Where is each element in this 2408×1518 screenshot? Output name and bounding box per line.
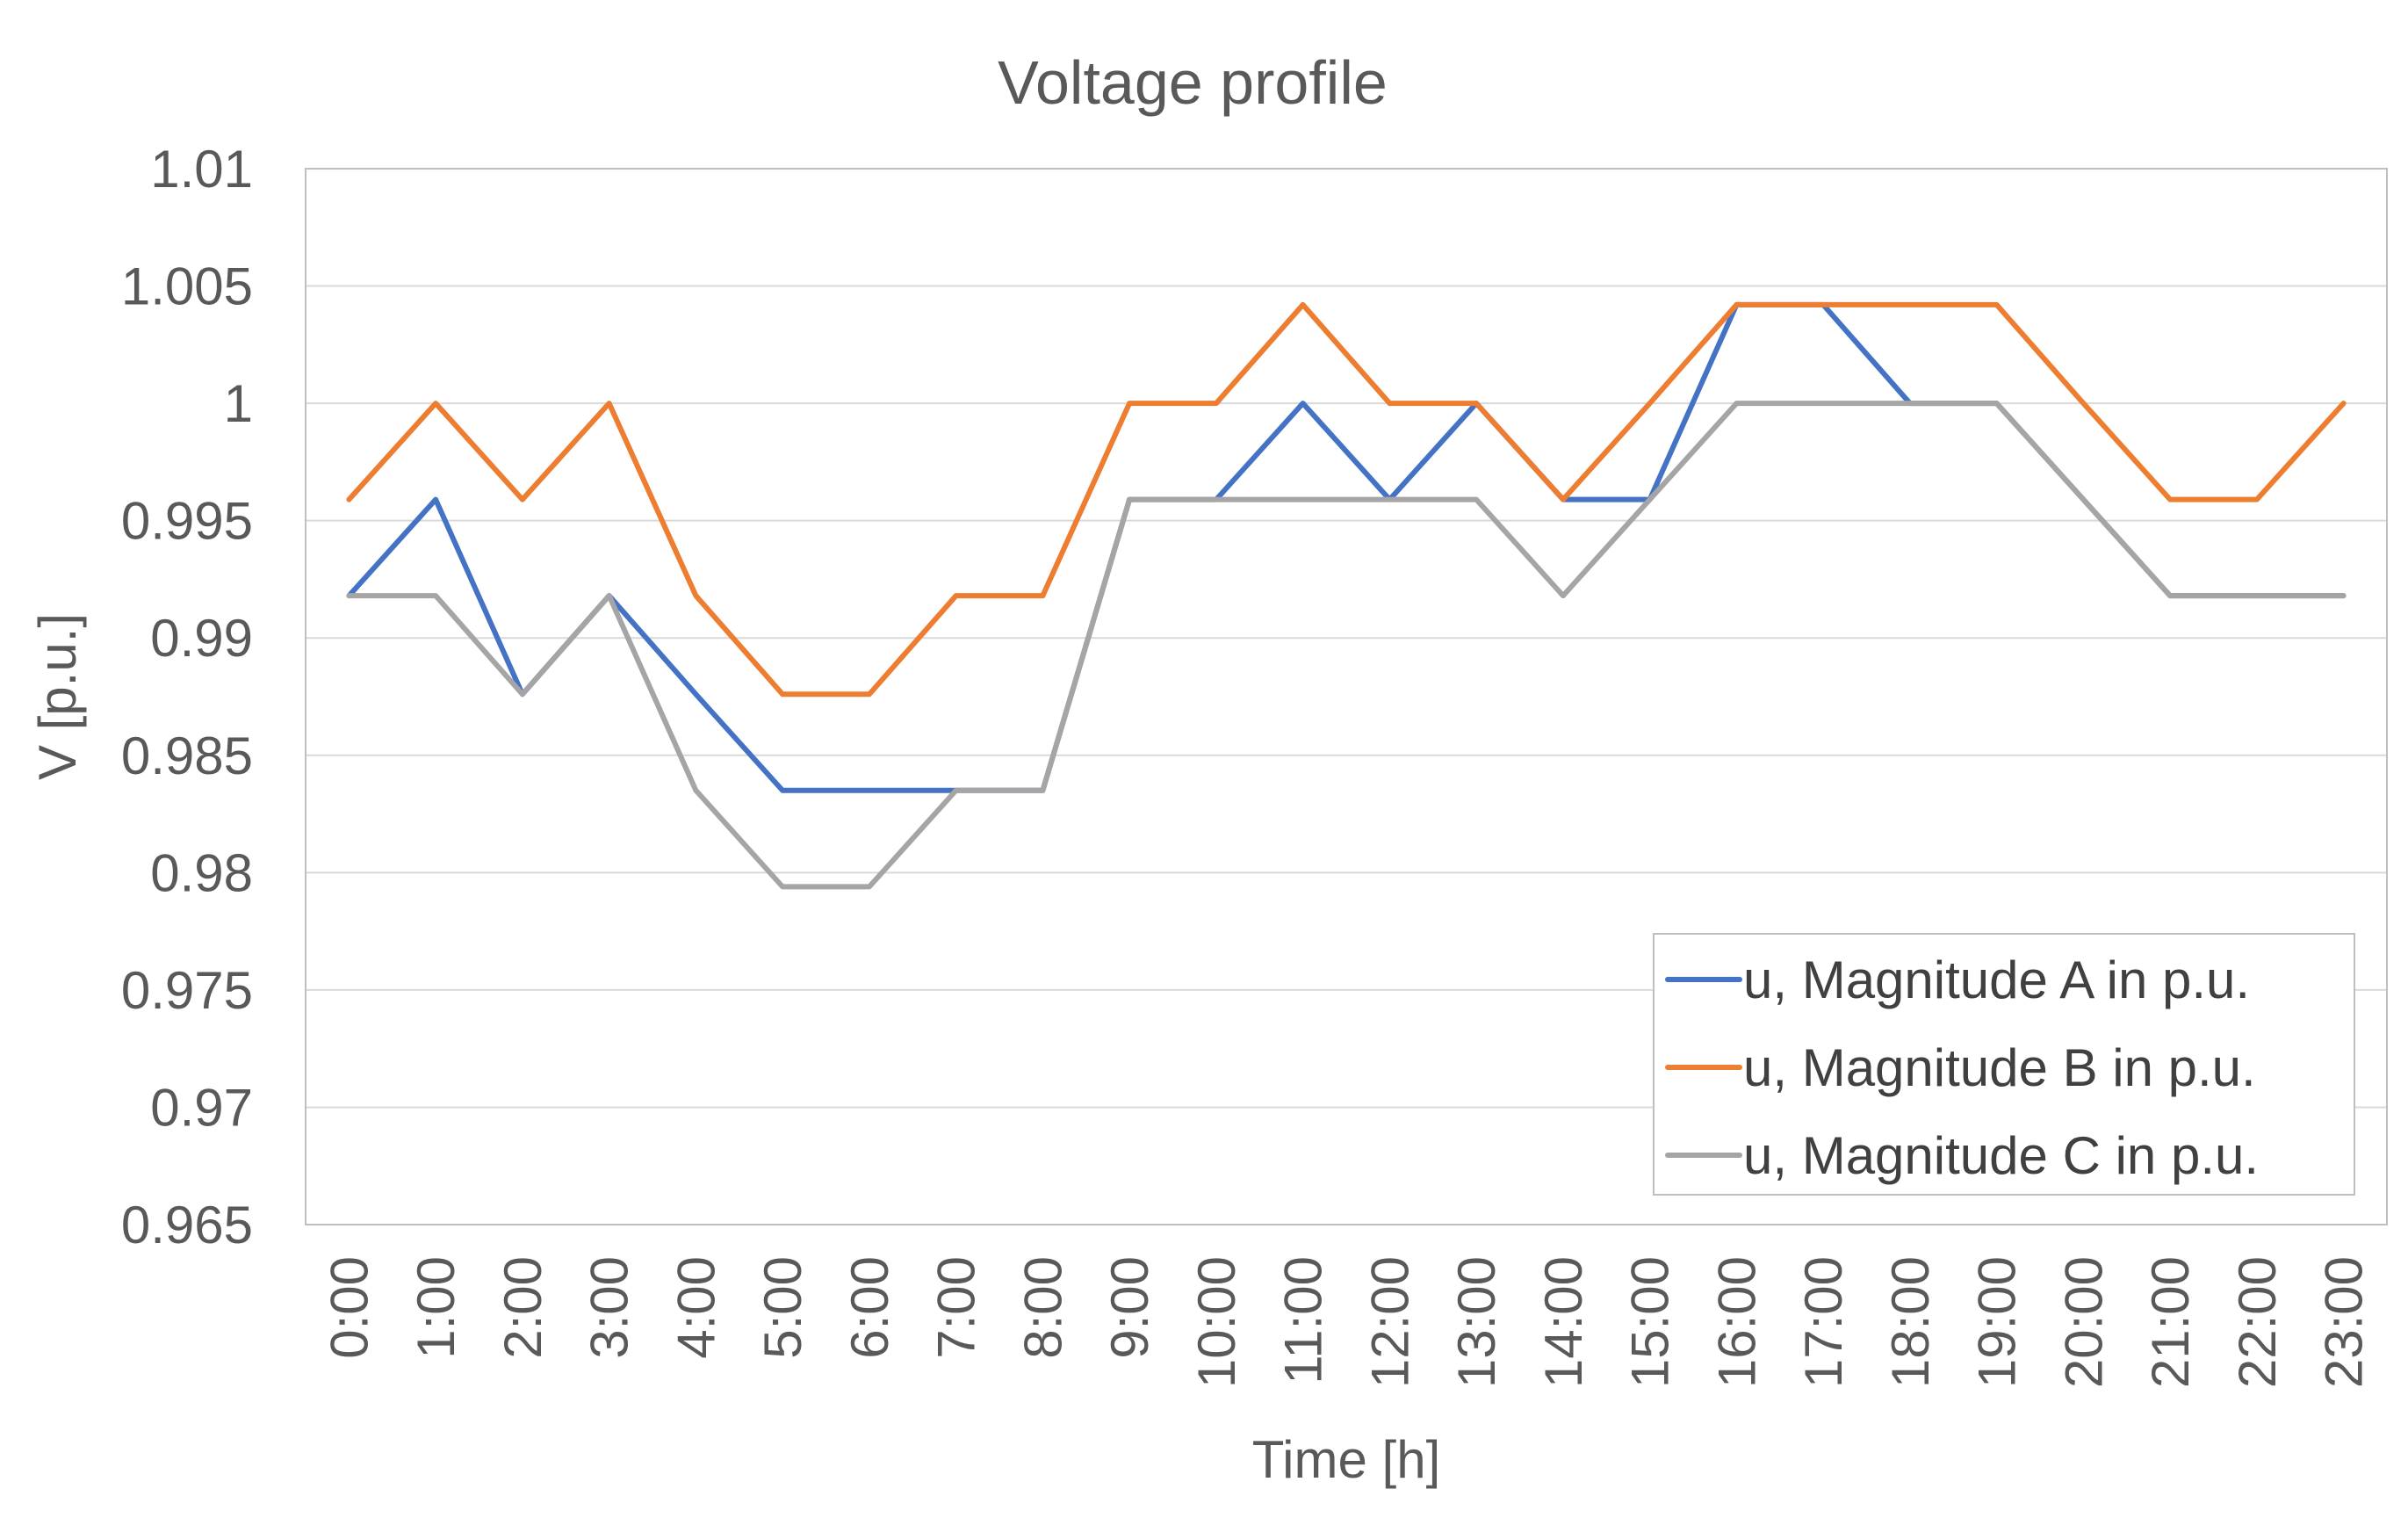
x-tick-label: 23:00 (2315, 1256, 2374, 1388)
x-tick-label: 12:00 (1360, 1256, 1419, 1388)
y-tick-label: 1.01 (150, 140, 253, 199)
x-tick-label: 17:00 (1794, 1256, 1853, 1388)
x-tick-label: 11:00 (1274, 1256, 1333, 1384)
x-tick-label: 5:00 (753, 1256, 812, 1359)
x-axis-ticks: 0:00 1:00 2:00 3:00 4:00 5:00 6:00 7:00 8:00 9:00… (320, 1256, 2373, 1388)
y-tick-label: 0.99 (150, 609, 253, 668)
y-axis-label: V [p.u.] (28, 613, 87, 780)
legend-box (1653, 933, 2355, 1196)
x-tick-label: 7:00 (927, 1256, 986, 1359)
x-tick-label: 3:00 (580, 1256, 639, 1359)
x-tick-label: 10:00 (1187, 1256, 1246, 1388)
y-tick-label: 0.97 (150, 1078, 253, 1137)
y-axis-ticks: 0.965 0.97 0.975 0.98 0.985 0.99 0.995 1 1.005 1.… (121, 140, 253, 1254)
x-tick-label: 21:00 (2141, 1256, 2200, 1388)
y-tick-label: 1 (224, 374, 253, 433)
series-lines (346, 301, 2347, 890)
x-tick-label: 15:00 (1621, 1256, 1680, 1388)
x-axis-label: Time [h] (1252, 1430, 1440, 1489)
x-tick-label: 4:00 (667, 1256, 725, 1359)
x-tick-label: 2:00 (494, 1256, 552, 1359)
y-tick-label: 0.995 (121, 492, 253, 551)
y-tick-label: 0.985 (121, 726, 253, 785)
legend-label-a: u, Magnitude A in p.u. (1743, 951, 2250, 1009)
x-tick-label: 19:00 (1968, 1256, 2027, 1388)
x-tick-label: 14:00 (1534, 1256, 1593, 1388)
legend-label-b: u, Magnitude B in p.u. (1743, 1038, 2256, 1097)
x-tick-label: 22:00 (2228, 1256, 2287, 1388)
chart-title: Voltage profile (998, 48, 1388, 117)
x-tick-label: 16:00 (1707, 1256, 1766, 1388)
legend-label-c: u, Magnitude C in p.u. (1743, 1126, 2259, 1185)
series-line-b (346, 301, 2347, 698)
x-tick-label: 8:00 (1013, 1256, 1072, 1359)
y-tick-label: 1.005 (121, 257, 253, 316)
x-tick-label: 20:00 (2054, 1256, 2113, 1388)
plot-area-frame (305, 168, 2388, 1225)
y-tick-label: 0.975 (121, 961, 253, 1020)
x-tick-label: 0:00 (320, 1256, 379, 1359)
x-tick-label: 9:00 (1100, 1256, 1159, 1359)
gridlines (306, 285, 2387, 1109)
x-tick-label: 18:00 (1881, 1256, 1940, 1388)
y-tick-label: 0.98 (150, 843, 253, 902)
series-line-c (346, 401, 2347, 890)
legend: u, Magnitude A in p.u. u, Magnitude B in … (1653, 933, 2355, 1196)
x-tick-label: 13:00 (1447, 1256, 1506, 1388)
x-tick-label: 6:00 (840, 1256, 899, 1359)
y-tick-label: 0.965 (121, 1196, 253, 1254)
x-tick-label: 1:00 (407, 1256, 465, 1359)
